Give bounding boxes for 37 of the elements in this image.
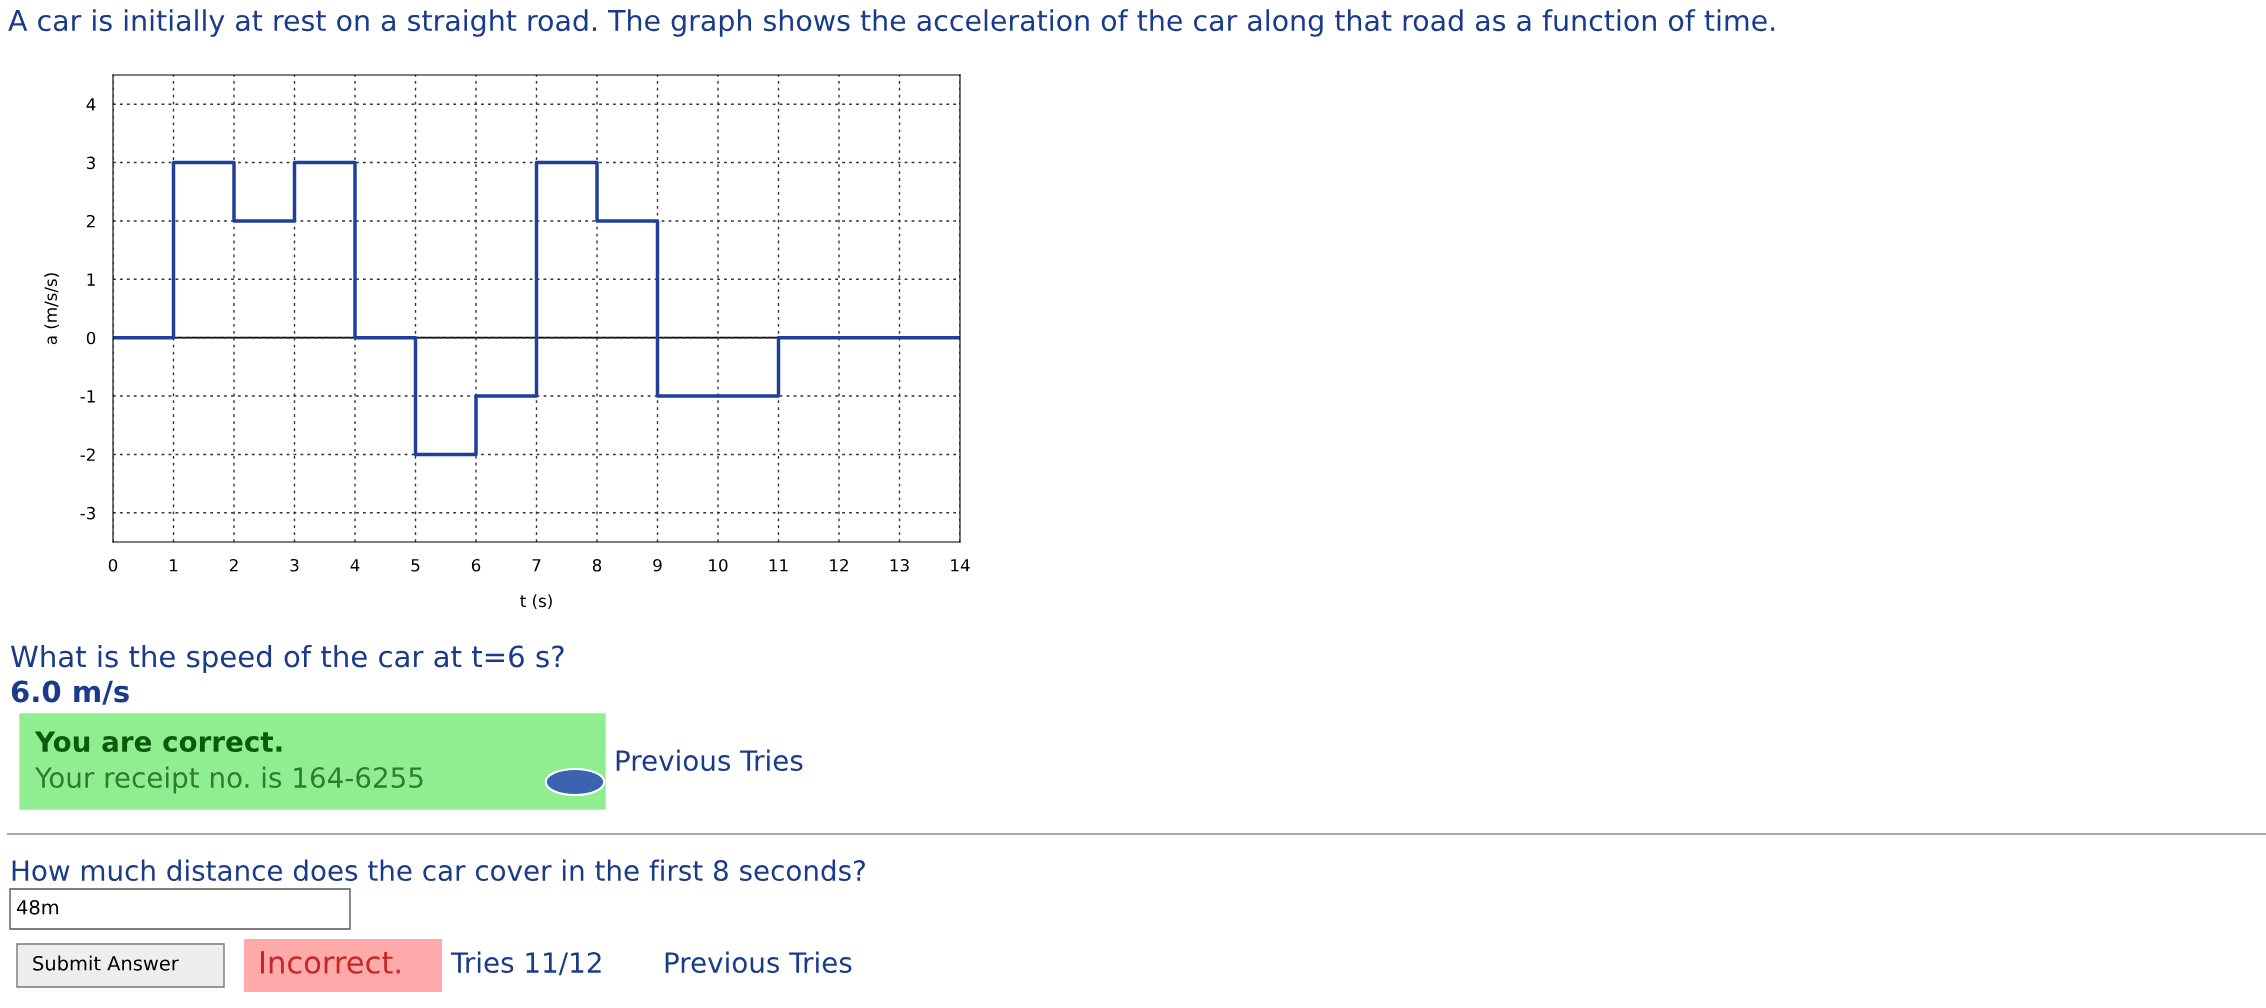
text: Submit Answer (33, 955, 179, 971)
y-tick-label: 2 (86, 214, 95, 228)
text: Previous Tries (665, 951, 852, 974)
x-axis-title: t (s) (520, 594, 552, 610)
x-tick-label: 13 (890, 558, 909, 572)
text: 48m (16, 899, 59, 915)
y-tick-label: -3 (80, 506, 95, 520)
y-tick-label: 0 (86, 331, 96, 345)
x-tick-label: 6 (471, 558, 481, 572)
text: You are correct. (34, 731, 282, 753)
y-tick-label: -2 (80, 448, 95, 461)
text: How much distance does the car cover in the first 8 seconds? (12, 859, 865, 882)
y-tick-label: 1 (87, 273, 95, 286)
x-tick-label: 14 (951, 559, 970, 572)
y-tick-label: 3 (87, 156, 95, 170)
text: What is the speed of the car at t=6 s? (10, 644, 564, 674)
x-tick-label: 5 (411, 559, 420, 572)
text: Previous Tries (616, 749, 803, 772)
x-tick-label: 11 (769, 559, 788, 572)
x-tick-label: 3 (290, 558, 299, 572)
text: Tries 11/12 (450, 951, 601, 976)
text: Incorrect. (261, 951, 400, 974)
x-tick-label: 10 (709, 558, 728, 572)
text: Your receipt no. is 164-6255 (34, 766, 423, 794)
x-tick-label: 0 (108, 558, 118, 572)
y-axis-title: a (m/s/s) (44, 273, 59, 345)
x-tick-label: 2 (229, 558, 238, 572)
x-tick-label: 7 (532, 559, 541, 572)
text: 6.0 m/s (11, 680, 129, 705)
x-tick-label: 1 (170, 559, 178, 572)
x-tick-label: 4 (350, 559, 360, 572)
x-tick-label: 12 (830, 558, 848, 572)
y-tick-label: -1 (80, 390, 95, 403)
x-tick-label: 9 (653, 558, 662, 572)
chart-title: A car is initially at rest on a straight road. The graph shows the acceleration of the car along that road as a function of time. (8, 9, 1775, 37)
y-tick-label: 4 (86, 98, 96, 111)
x-tick-label: 8 (592, 558, 602, 572)
